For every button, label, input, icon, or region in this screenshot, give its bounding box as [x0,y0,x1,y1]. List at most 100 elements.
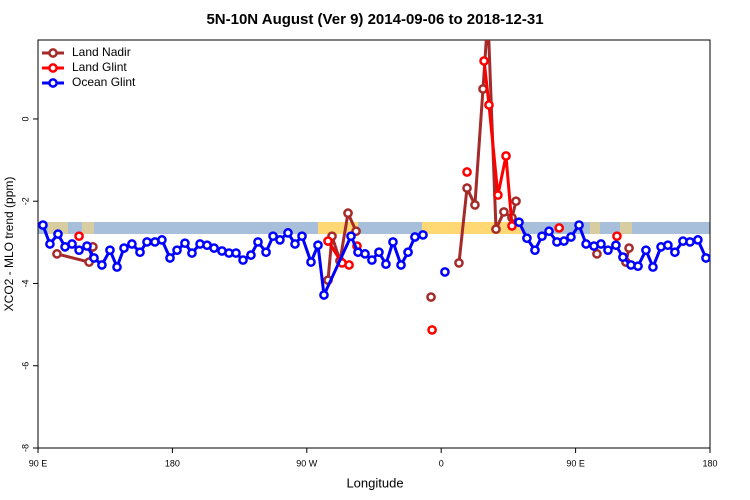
x-axis-label: Longitude [346,475,403,490]
data-point [165,253,175,263]
data-point [253,237,263,247]
data-point [418,230,428,240]
data-point [574,220,584,230]
land-band [422,222,522,234]
data-point [290,239,300,249]
land-band [318,222,358,234]
data-point [462,183,472,193]
data-point [306,257,316,267]
data-point [238,255,248,265]
data-point [663,240,673,251]
data-point [89,253,99,263]
data-point [209,243,219,253]
legend-marker [48,63,58,73]
data-point [319,290,329,300]
x-tick-label: 180 [165,458,180,468]
data-point [367,255,377,265]
data-point [440,267,450,277]
data-point [537,231,547,242]
data-point [511,196,521,207]
data-point [454,258,464,268]
data-point [566,232,576,242]
data-point [491,224,501,235]
land-band [82,222,94,234]
x-tick-label: 180 [702,458,717,468]
y-tick-label: -6 [20,362,30,370]
plot-frame [37,39,711,449]
data-point [603,245,613,256]
land-band [48,222,68,234]
data-point [283,228,293,238]
data-point [403,247,413,258]
data-point [142,237,152,247]
legend-marker [48,48,58,58]
data-point [343,208,353,219]
x-tick-label: 0 [439,458,444,468]
data-point [135,247,145,258]
legend-marker [48,78,58,88]
y-tick-label: 0 [20,116,30,121]
data-point [261,247,271,258]
chart-title: 5N-10N August (Ver 9) 2014-09-06 to 2018… [206,11,543,28]
data-point [470,200,480,210]
data-point [180,238,190,249]
data-point [427,325,437,335]
data-point [554,223,565,233]
data-point [592,249,602,259]
data-point [611,240,621,251]
data-point [612,231,622,242]
data-point [119,243,129,253]
ocean-band [38,222,710,234]
plot-area [38,40,710,335]
data-point [581,239,591,249]
data-point [522,233,532,244]
data-point [105,245,115,256]
data-point [685,237,695,247]
data-point [530,245,540,256]
y-tick-label: -4 [20,279,30,287]
data-point [493,190,503,200]
data-point [641,245,651,256]
data-point [396,260,406,270]
data-point [346,231,356,242]
x-tick-label: 90 W [296,458,318,468]
data-point [670,247,680,258]
data-point [596,239,606,249]
data-point [97,260,107,270]
data-point [559,236,569,246]
land-band [620,222,632,234]
data-point [462,167,472,177]
y-tick-label: -8 [20,444,30,452]
data-point [323,236,333,246]
data-point [479,56,489,66]
data-point [360,249,370,259]
data-point [478,84,488,94]
data-point [313,240,323,251]
data-point [374,247,384,258]
data-point [52,249,62,259]
data-point [246,250,256,260]
data-point [507,221,517,231]
legend-label: Ocean Glint [72,75,136,89]
data-point [268,231,278,242]
x-tick-label: 90 E [29,458,48,468]
y-axis-label: XCO2 - MLO trend (ppm) [2,177,16,312]
data-point [157,235,167,245]
data-point [297,231,307,242]
data-point [127,239,137,249]
data-point [514,217,524,228]
data-point [388,237,398,247]
data-point [633,261,643,272]
data-point [67,239,77,249]
data-point [112,262,122,272]
data-point [701,253,710,263]
y-tick-label: -2 [20,197,30,205]
surface-band [38,222,710,234]
data-point [82,241,92,251]
data-point [231,248,241,258]
data-point [74,231,84,242]
data-point [693,235,703,245]
land-band [590,222,600,234]
data-point [172,245,182,256]
